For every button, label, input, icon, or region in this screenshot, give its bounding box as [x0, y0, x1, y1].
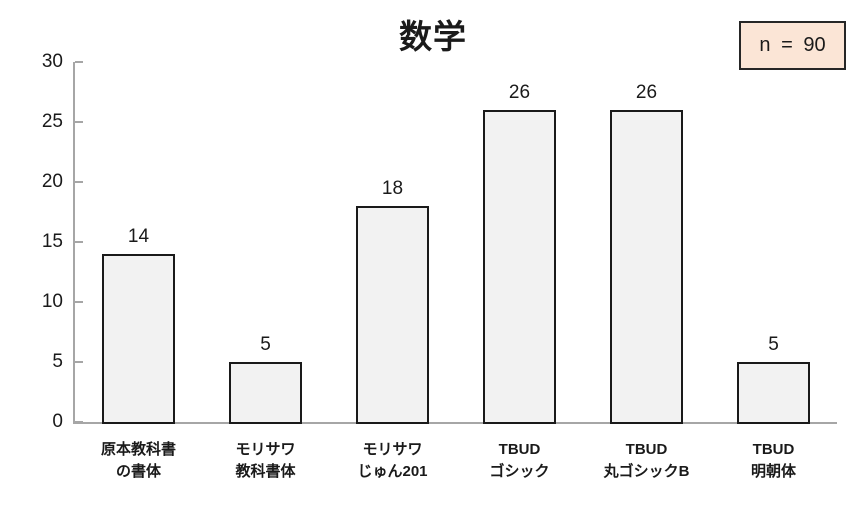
bar	[737, 362, 810, 424]
bar-value-label: 26	[635, 82, 658, 103]
y-axis-tick-label: 20	[41, 171, 63, 192]
y-axis-tick-label: 0	[52, 411, 63, 432]
y-axis-tick-label: 25	[41, 111, 63, 132]
y-axis-tick-label: 30	[41, 51, 63, 72]
bar	[102, 254, 175, 424]
bar-value-label: 14	[127, 226, 150, 247]
x-axis-category-label: TBUD 丸ゴシックB	[603, 441, 690, 480]
x-axis-category-label: 原本教科書 の書体	[100, 441, 176, 480]
y-axis-tick-label: 10	[41, 291, 63, 312]
y-axis-tick	[75, 241, 83, 243]
bar	[356, 206, 429, 424]
y-axis-tick	[75, 301, 83, 303]
y-axis-line	[73, 62, 75, 424]
bar-value-label: 26	[508, 82, 531, 103]
bar-value-label: 5	[768, 334, 779, 355]
y-axis-tick	[75, 361, 83, 363]
bar	[229, 362, 302, 424]
x-axis-category-label: TBUD 明朝体	[750, 441, 796, 480]
y-axis-tick	[75, 61, 83, 63]
bar-value-label: 5	[260, 334, 271, 355]
bar-value-label: 18	[381, 178, 404, 199]
y-axis-tick-label: 5	[52, 351, 63, 372]
sample-size-text: n = 90	[759, 34, 826, 56]
bar	[610, 110, 683, 424]
x-axis-category-label: TBUD ゴシック	[489, 441, 550, 480]
sample-size-badge: n = 90	[739, 21, 846, 70]
y-axis-tick	[75, 121, 83, 123]
x-axis-category-label: モリサワ 教科書体	[235, 441, 296, 480]
y-axis-tick	[75, 181, 83, 183]
y-axis-tick-label: 15	[41, 231, 63, 252]
chart-title: 数学	[399, 18, 467, 55]
x-axis-category-label: モリサワ じゅん201	[357, 441, 428, 480]
x-axis-line	[73, 422, 837, 424]
bar	[483, 110, 556, 424]
